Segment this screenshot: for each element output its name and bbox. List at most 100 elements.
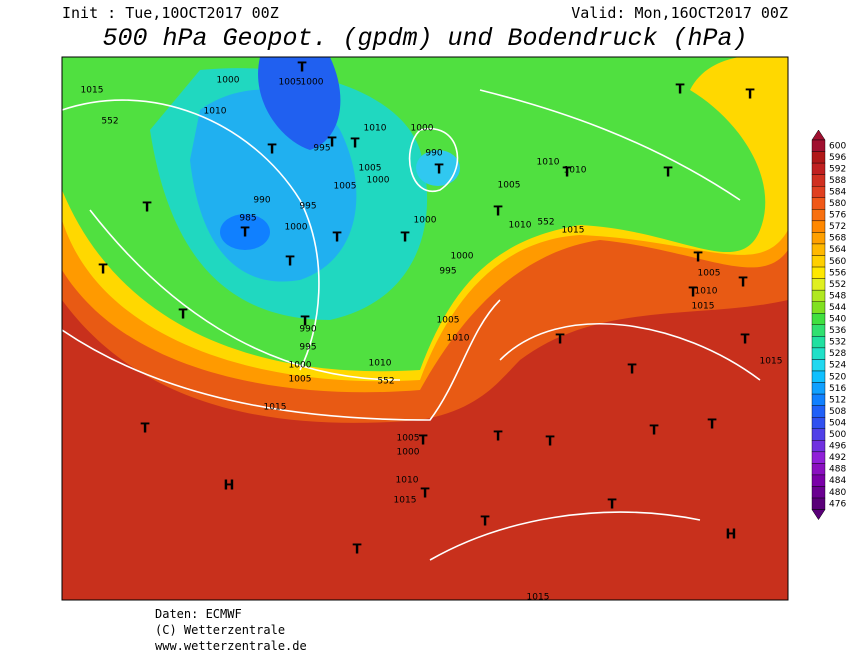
scale-label: 488 — [829, 465, 846, 475]
scale-label: 504 — [829, 418, 846, 428]
valid-time: Valid: Mon,16OCT2017 00Z — [571, 4, 788, 22]
scale-swatch — [811, 463, 826, 476]
scale-label: 524 — [829, 361, 846, 371]
isobar-label: 1005 — [498, 181, 521, 191]
isobar-label: 1010 — [369, 359, 392, 369]
isobar-label: 1000 — [217, 76, 240, 86]
isobar-label: 1000 — [411, 124, 434, 134]
pressure-center: T — [708, 418, 717, 433]
isobar-label: 1015 — [692, 302, 715, 312]
pressure-center: T — [494, 430, 503, 445]
url: www.wetterzentrale.de — [155, 639, 307, 653]
isobar-label: 1015 — [81, 86, 104, 96]
scale-label: 484 — [829, 476, 846, 486]
scale-label: 516 — [829, 384, 846, 394]
scale-swatch — [811, 474, 826, 487]
scale-swatch — [811, 486, 826, 499]
isobar-label: 1010 — [447, 334, 470, 344]
scale-swatch — [811, 451, 826, 464]
pressure-center: T — [421, 487, 430, 502]
scale-label: 520 — [829, 372, 846, 382]
scale-swatch — [811, 370, 826, 383]
pressure-center: T — [179, 308, 188, 323]
pressure-center: T — [99, 263, 108, 278]
scale-label: 544 — [829, 303, 846, 313]
isobar-label: 1010 — [564, 166, 587, 176]
isobar-label: 1015 — [562, 226, 585, 236]
scale-swatch — [811, 301, 826, 314]
pressure-center: T — [676, 83, 685, 98]
isobar-label: 1010 — [537, 158, 560, 168]
scale-swatch — [811, 232, 826, 245]
isobar-label: 1000 — [301, 78, 324, 88]
scale-label: 492 — [829, 453, 846, 463]
isobar-label: 552 — [537, 218, 554, 228]
isobar-label: 1005 — [359, 164, 382, 174]
scale-arrow-bottom — [811, 509, 826, 521]
scale-label: 480 — [829, 488, 846, 498]
scale-label: 528 — [829, 349, 846, 359]
scale-label: 596 — [829, 153, 846, 163]
pressure-center: T — [746, 88, 755, 103]
pressure-center: T — [694, 251, 703, 266]
pressure-center: T — [301, 315, 310, 330]
scale-swatch — [811, 174, 826, 187]
scale-label: 556 — [829, 268, 846, 278]
isobar-label: 1005 — [279, 78, 302, 88]
pressure-center: T — [333, 231, 342, 246]
pressure-center: T — [494, 205, 503, 220]
isobar-label: 552 — [377, 377, 394, 387]
isobar-label: 1010 — [695, 287, 718, 297]
isobar-label: 1005 — [397, 434, 420, 444]
isobar-label: 1005 — [437, 316, 460, 326]
pressure-center: T — [546, 435, 555, 450]
scale-swatch — [811, 209, 826, 222]
pressure-center: T — [563, 166, 572, 181]
scale-swatch — [811, 139, 826, 152]
pressure-center: T — [268, 143, 277, 158]
pressure-center: T — [608, 498, 617, 513]
isobar-label: 1010 — [364, 124, 387, 134]
scale-label: 584 — [829, 187, 846, 197]
scale-label: 580 — [829, 199, 846, 209]
scale-swatch — [811, 185, 826, 198]
scale-label: 532 — [829, 338, 846, 348]
isobar-label: 985 — [239, 214, 256, 224]
scale-label: 572 — [829, 222, 846, 232]
isobar-label: 995 — [299, 343, 316, 353]
isobar-label: 552 — [101, 117, 118, 127]
scale-label: 548 — [829, 291, 846, 301]
scale-swatch — [811, 347, 826, 360]
isobar-label: 995 — [439, 267, 456, 277]
copyright: (C) Wetterzentrale — [155, 623, 285, 637]
scale-arrow-top — [811, 129, 826, 141]
pressure-center: T — [650, 424, 659, 439]
isobar-label: 1015 — [760, 357, 783, 367]
pressure-center: T — [298, 61, 307, 76]
scale-swatch — [811, 336, 826, 349]
scale-swatch — [811, 405, 826, 418]
isobar-label: 1015 — [264, 403, 287, 413]
pressure-center: T — [353, 543, 362, 558]
scale-label: 540 — [829, 315, 846, 325]
isobar-label: 1000 — [367, 176, 390, 186]
isobar-label: 1005 — [289, 375, 312, 385]
isobar-label: 1000 — [285, 223, 308, 233]
pressure-center: T — [328, 136, 337, 151]
scale-label: 496 — [829, 442, 846, 452]
scale-label: 568 — [829, 234, 846, 244]
isobar-label: 1005 — [334, 182, 357, 192]
isobar-label: 1000 — [289, 361, 312, 371]
scale-swatch — [811, 255, 826, 268]
pressure-center: T — [664, 166, 673, 181]
pressure-center: H — [726, 528, 737, 543]
pressure-center: T — [286, 255, 295, 270]
scale-swatch — [811, 359, 826, 372]
scale-label: 592 — [829, 164, 846, 174]
scale-label: 600 — [829, 141, 846, 151]
scale-swatch — [811, 266, 826, 279]
pressure-center: T — [628, 363, 637, 378]
pressure-center: T — [481, 515, 490, 530]
isobar-label: 990 — [299, 325, 316, 335]
